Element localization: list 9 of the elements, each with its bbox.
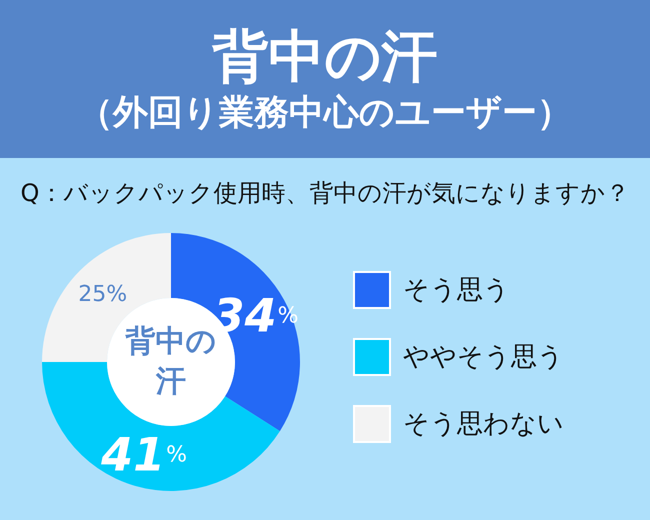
data-label: 41% bbox=[101, 428, 188, 482]
legend-label: そう思わない bbox=[403, 409, 564, 439]
legend-label: ややそう思う bbox=[403, 342, 564, 372]
chart-title: 背中の汗 bbox=[212, 24, 438, 90]
text: Q：バックパック使用時、背中の汗が気になりますか？ bbox=[20, 179, 630, 207]
chart-subtitle: （外回り業務中心のユーザー） bbox=[78, 93, 572, 133]
text: 背中の汗 bbox=[124, 323, 218, 401]
data-label: 25% bbox=[78, 281, 128, 306]
legend-label: そう思う bbox=[403, 275, 510, 305]
